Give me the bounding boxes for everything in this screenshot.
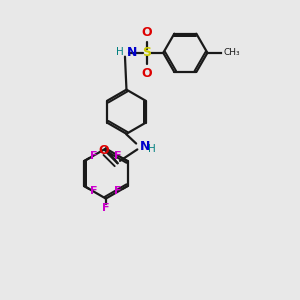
- Text: N: N: [126, 46, 137, 59]
- Text: O: O: [142, 26, 152, 39]
- Text: F: F: [114, 151, 122, 161]
- Text: F: F: [114, 186, 122, 197]
- Text: CH₃: CH₃: [224, 48, 240, 57]
- Text: H: H: [148, 143, 156, 154]
- Text: F: F: [90, 186, 97, 197]
- Text: S: S: [142, 46, 152, 59]
- Text: F: F: [102, 203, 110, 213]
- Text: H: H: [116, 47, 124, 57]
- Text: N: N: [140, 140, 151, 153]
- Text: O: O: [142, 67, 152, 80]
- Text: O: O: [98, 144, 109, 157]
- Text: F: F: [90, 151, 97, 161]
